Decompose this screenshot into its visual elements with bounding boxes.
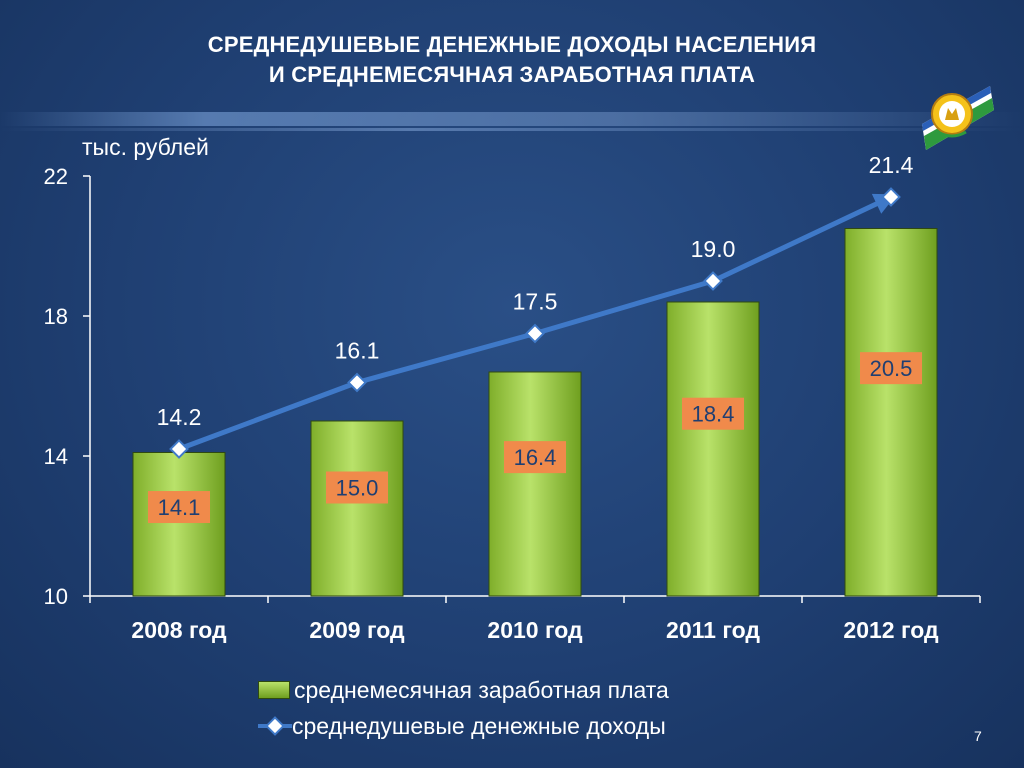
line-point-4 [881,187,901,207]
x-tick-label-2: 2010 год [487,617,583,643]
line-label-2: 17.5 [513,289,558,315]
bar-label-3: 18.4 [692,402,735,427]
legend-item-bar: среднемесячная заработная плата [258,672,669,708]
title-line-2: И СРЕДНЕМЕСЯЧНАЯ ЗАРАБОТНАЯ ПЛАТА [268,62,756,87]
line-point-2 [525,323,545,344]
bar-label-4: 20.5 [870,356,913,381]
line-label-3: 19.0 [691,236,736,262]
x-tick-label-0: 2008 год [131,617,227,643]
page-title: СРЕДНЕДУШЕВЫЕ ДЕНЕЖНЫЕ ДОХОДЫ НАСЕЛЕНИЯ … [0,30,1024,90]
bar-label-box-3 [682,397,744,430]
bar-0 [132,452,226,597]
x-tick-label-4: 2012 год [843,617,939,643]
line-label-0: 14.2 [157,404,202,430]
bar-label-0: 14.1 [158,495,201,520]
bar-2 [488,371,582,597]
y-tick-label-2: 18 [44,304,68,329]
y-axis-unit-label: тыс. рублей [82,134,209,160]
legend-item-line: среднедушевые денежные доходы [258,708,669,744]
page-number: 7 [974,728,982,744]
legend-line-swatch [258,716,292,736]
legend-bar-swatch [258,681,290,699]
bar-label-box-2 [504,441,566,474]
bar-label-box-1 [326,471,388,504]
line-label-4: 21.4 [869,152,914,178]
title-line-1: СРЕДНЕДУШЕВЫЕ ДЕНЕЖНЫЕ ДОХОДЫ НАСЕЛЕНИЯ [207,32,817,57]
bar-label-box-4 [860,352,922,385]
bar-label-1: 15.0 [336,476,379,501]
bar-3 [666,301,760,597]
y-tick-label-3: 22 [44,164,68,189]
decorative-stripe-thin [0,128,1024,131]
line-point-0 [169,439,189,459]
chart-legend: среднемесячная заработная плата среднеду… [258,672,669,744]
line-point-1 [347,372,367,393]
chart-line-series [169,187,901,459]
decorative-stripe [0,112,1024,126]
line-label-1: 16.1 [335,338,380,364]
bar-1 [310,420,404,597]
y-tick-label-1: 14 [44,444,68,469]
x-tick-label-1: 2009 год [309,617,405,643]
bar-label-box-0 [148,491,210,524]
bar-label-2: 16.4 [514,445,557,470]
bar-4 [844,228,938,597]
bashkortostan-emblem-icon [922,86,994,150]
legend-bar-label: среднемесячная заработная плата [294,676,669,703]
chart-labels: 14.1 15.0 16.4 18.4 20.5 14.2 16.1 17.5 19.0 21.4 [148,152,922,524]
legend-line-label: среднедушевые денежные доходы [292,712,666,739]
x-tick-label-3: 2011 год [666,617,760,643]
chart-bars [132,228,938,597]
y-tick-label-0: 10 [44,584,68,609]
line-point-3 [703,271,723,291]
